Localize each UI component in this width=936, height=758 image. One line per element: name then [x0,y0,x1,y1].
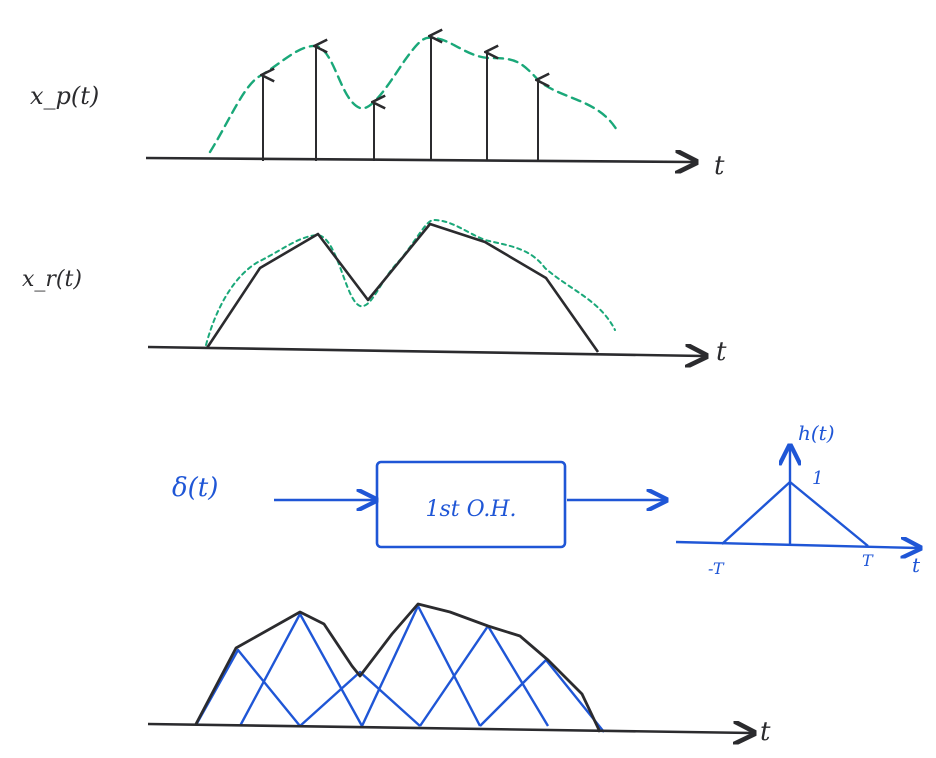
superposition-panel: t [147,602,771,747]
sampled-signal-label: x_p(t) [30,82,99,110]
time-axis [147,347,704,356]
time-axis-label: t [760,717,771,747]
reconstructed-signal-panel: x_r(t) t [22,218,727,367]
peak-value-label: 1 [812,468,823,489]
triangle-response [721,480,869,547]
right-tick-label: T [862,551,874,570]
triangle-pulse [299,670,421,727]
impulse-response-plot: h(t) 1 -T T t [675,421,921,578]
response-ylabel: h(t) [798,421,835,445]
original-signal-curve [205,218,616,346]
time-axis-label: t [716,337,727,367]
triangle-pulse [238,612,364,727]
reconstructed-signal-label: x_r(t) [22,267,82,292]
impulse-train [263,36,538,161]
sampled-envelope-curve [208,36,620,154]
linear-interpolation [205,222,600,353]
sampled-signal-panel: x_p(t) t [30,36,725,181]
impulse-input-label: δ(t) [172,473,218,503]
block-label: 1st O.H. [425,497,516,522]
time-axis [147,724,752,733]
horizontal-axis [675,542,918,548]
time-axis [145,158,694,162]
summed-envelope [194,602,602,733]
triangle-pulse [479,658,605,733]
left-tick-label: -T [708,559,725,578]
triangle-pulse [194,648,301,727]
time-axis-label: t [714,151,725,181]
triangle-pulse [360,604,482,727]
response-axis-label: t [912,553,921,577]
first-order-hold-block [375,460,567,549]
hold-system-panel: δ(t) 1st O.H. h(t) 1 -T T t [172,421,921,578]
